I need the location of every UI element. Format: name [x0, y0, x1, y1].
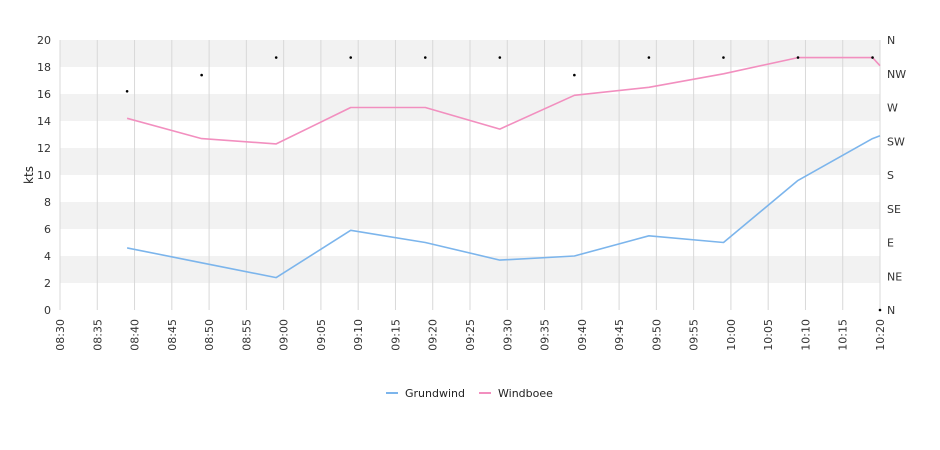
legend-label: Grundwind: [405, 387, 465, 400]
direction-marker: [647, 56, 651, 59]
x-tick-label: 09:20: [427, 319, 440, 351]
direction-tick-labels: N NE E SE S SW W NW N: [887, 34, 906, 317]
direction-tick-label: S: [887, 169, 894, 182]
x-tick-label: 09:50: [650, 319, 663, 351]
y-axis-title: kts: [22, 166, 36, 184]
legend[interactable]: Grundwind Windboee: [386, 387, 553, 400]
x-tick-label: 09:15: [389, 319, 402, 351]
direction-marker: [878, 308, 882, 312]
y-tick-label: 0: [44, 304, 51, 317]
direction-tick-label: NW: [887, 68, 906, 81]
x-tick-label: 10:10: [799, 319, 812, 351]
direction-marker: [573, 73, 576, 77]
x-tick-label: 09:40: [576, 319, 589, 351]
y-tick-label: 2: [44, 277, 51, 290]
x-tick-label: 08:35: [91, 319, 104, 351]
direction-tick-label: N: [887, 34, 895, 47]
legend-label: Windboee: [498, 387, 553, 400]
series-lines: [126, 56, 881, 279]
x-tick-label: 10:15: [837, 319, 850, 351]
direction-tick-label: E: [887, 237, 894, 250]
direction-tick-label: NE: [887, 270, 902, 283]
series-line-windboee: [126, 56, 881, 145]
x-tick-label: 10:05: [762, 319, 775, 351]
y-tick-label: 6: [44, 223, 51, 236]
direction-marker: [871, 56, 874, 59]
y-tick-label: 8: [44, 196, 51, 209]
vertical-gridlines: [59, 40, 881, 310]
x-tick-label: 09:00: [278, 319, 291, 351]
x-tick-label: 09:05: [315, 319, 328, 351]
direction-marker: [423, 56, 427, 59]
x-tick-label: 09:10: [352, 319, 365, 351]
y-tick-label: 16: [37, 88, 51, 101]
x-tick-label: 08:50: [203, 319, 216, 351]
direction-marker: [796, 56, 800, 59]
direction-tick-label: SW: [887, 135, 905, 148]
y-tick-labels: 0 2 4 6 8 10 12 14 16 18 20: [37, 34, 51, 317]
x-tick-label: 09:30: [501, 319, 514, 351]
x-tick-label: 08:45: [166, 319, 179, 351]
direction-marker: [722, 56, 725, 59]
legend-item-grundwind[interactable]: Grundwind: [386, 387, 465, 400]
series-line-grundwind: [126, 135, 881, 279]
direction-marker: [498, 56, 502, 59]
x-tick-label: 08:30: [54, 319, 67, 351]
y-tick-label: 14: [37, 115, 51, 128]
y-tick-label: 20: [37, 34, 51, 47]
direction-tick-label: SE: [887, 203, 901, 216]
x-tick-label: 08:40: [129, 319, 142, 351]
x-tick-label: 09:55: [688, 319, 701, 351]
x-tick-labels: 08:30 08:35 08:40 08:45 08:50 08:55 09:00 09:05…: [54, 319, 887, 351]
x-tick-label: 09:25: [464, 319, 477, 351]
direction-tick-label: W: [887, 102, 898, 115]
x-tick-label: 10:00: [725, 319, 738, 351]
y-tick-label: 10: [37, 169, 51, 182]
y-tick-label: 18: [37, 61, 51, 74]
x-tick-label: 10:20: [874, 319, 887, 351]
direction-markers: [125, 56, 882, 312]
legend-item-windboee[interactable]: Windboee: [479, 387, 553, 400]
direction-marker: [274, 56, 278, 59]
direction-marker: [200, 73, 203, 77]
y-tick-label: 4: [44, 250, 51, 263]
direction-tick-label: N: [887, 304, 895, 317]
direction-marker: [125, 90, 129, 93]
x-tick-label: 09:45: [613, 319, 626, 351]
x-tick-label: 09:35: [539, 319, 552, 351]
direction-marker: [349, 56, 353, 59]
x-tick-label: 08:55: [240, 319, 253, 351]
y-tick-label: 12: [37, 142, 51, 155]
